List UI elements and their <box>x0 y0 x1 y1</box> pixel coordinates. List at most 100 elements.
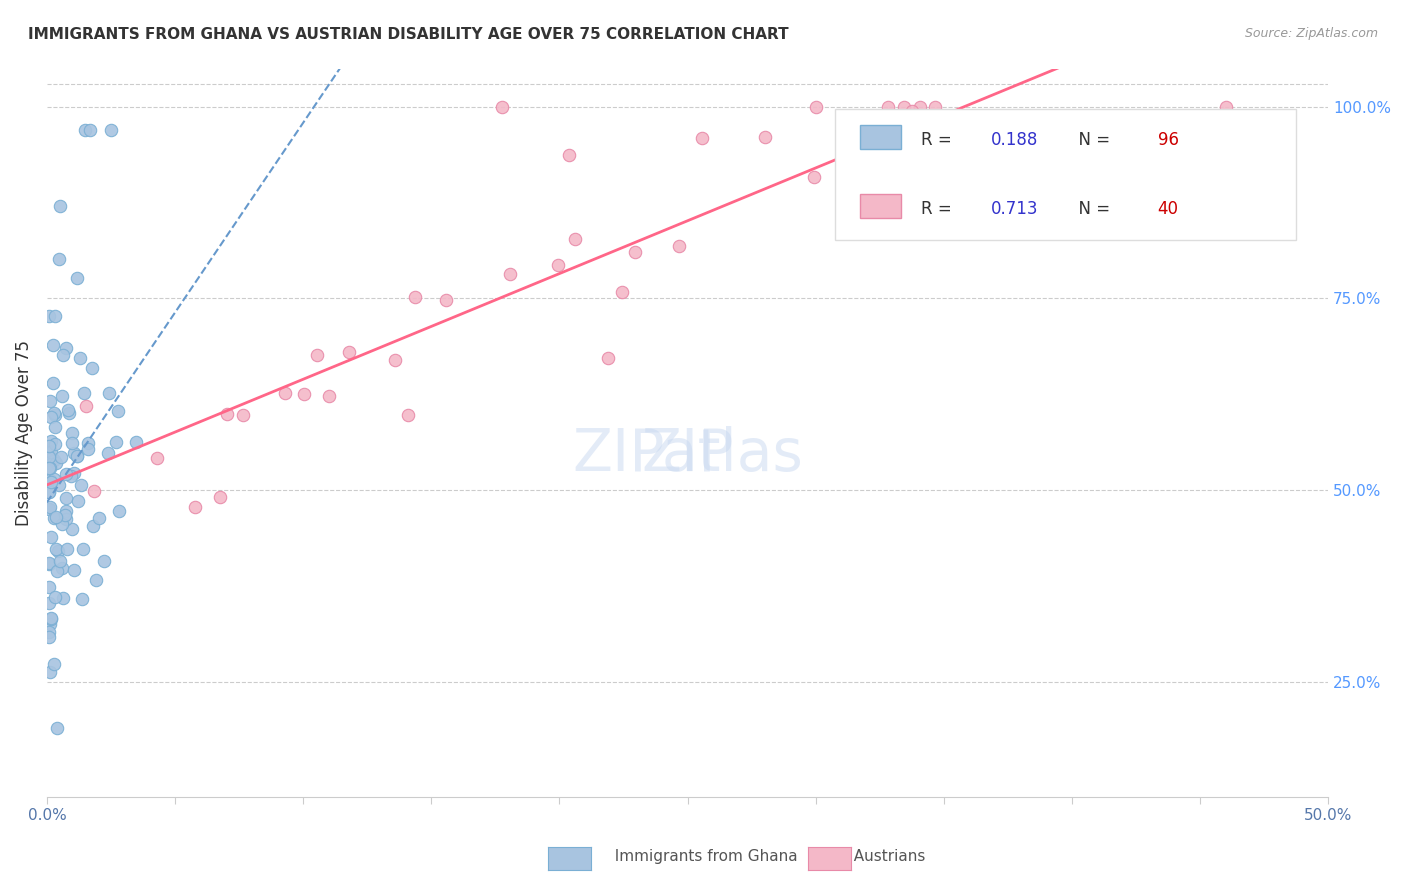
Point <box>49 554 72 568</box>
Text: Immigrants from Ghana: Immigrants from Ghana <box>605 849 797 863</box>
Point <box>624 244 647 259</box>
Point <box>77 435 100 450</box>
Point <box>44 657 66 671</box>
Point <box>62 563 84 577</box>
Point <box>41 451 63 466</box>
Point <box>39 616 62 631</box>
Bar <box>860 125 901 149</box>
Point <box>307 348 329 362</box>
Point <box>893 100 915 114</box>
Point <box>858 128 880 142</box>
Point <box>39 474 62 488</box>
Point <box>45 721 67 735</box>
Point <box>404 290 426 304</box>
Point <box>838 186 860 200</box>
Point <box>56 541 79 556</box>
Point <box>42 406 65 420</box>
Point <box>1215 100 1237 114</box>
Point <box>48 478 70 492</box>
Point <box>44 590 66 604</box>
Point <box>55 504 77 518</box>
Point <box>55 467 77 482</box>
Point <box>63 466 86 480</box>
Point <box>82 519 104 533</box>
Text: 0.188: 0.188 <box>991 131 1039 149</box>
Point <box>38 450 60 465</box>
Point <box>690 130 713 145</box>
Text: ZIP: ZIP <box>641 426 734 483</box>
Point <box>215 407 238 421</box>
Point <box>60 426 83 441</box>
Point <box>42 453 65 467</box>
Point <box>41 612 63 626</box>
Point <box>45 456 67 470</box>
Point <box>910 100 932 114</box>
Point <box>39 665 62 679</box>
Point <box>38 439 60 453</box>
Point <box>66 271 89 285</box>
Point <box>44 436 66 450</box>
Point <box>804 100 827 114</box>
Point <box>53 508 76 523</box>
Point <box>38 500 60 514</box>
Point <box>51 516 73 531</box>
Point <box>46 564 69 578</box>
Point <box>58 406 80 420</box>
Point <box>38 596 60 610</box>
Point <box>38 484 60 499</box>
Point <box>48 199 70 213</box>
Point <box>80 360 103 375</box>
Point <box>100 123 122 137</box>
Point <box>880 131 903 145</box>
Point <box>44 408 66 422</box>
Text: 0.713: 0.713 <box>991 200 1039 218</box>
Point <box>41 475 63 490</box>
Point <box>39 530 62 544</box>
Point <box>42 338 65 352</box>
Point <box>870 195 893 210</box>
Point <box>79 123 101 137</box>
Point <box>38 624 60 639</box>
Text: 96: 96 <box>1157 131 1178 149</box>
Point <box>48 252 70 267</box>
Point <box>38 580 60 594</box>
Point <box>924 100 946 114</box>
Point <box>62 436 84 450</box>
Point <box>75 123 97 137</box>
Point <box>434 293 457 307</box>
Point <box>754 130 776 145</box>
Point <box>55 512 77 526</box>
Bar <box>860 194 901 218</box>
Point <box>668 239 690 253</box>
Point <box>51 561 73 575</box>
Text: N =: N = <box>1069 200 1115 218</box>
Point <box>59 469 82 483</box>
Text: 40: 40 <box>1157 200 1178 218</box>
Point <box>318 389 340 403</box>
Point <box>70 592 93 607</box>
Point <box>38 309 60 323</box>
Text: R =: R = <box>921 131 956 149</box>
Point <box>38 393 60 408</box>
Point <box>76 442 98 456</box>
Point <box>107 504 129 518</box>
Point <box>38 557 60 571</box>
Point <box>547 258 569 272</box>
Point <box>67 493 90 508</box>
Point <box>62 446 84 460</box>
Point <box>66 449 89 463</box>
Point <box>83 484 105 499</box>
Point <box>39 461 62 475</box>
Point <box>52 591 75 605</box>
Point <box>209 490 232 504</box>
Text: IMMIGRANTS FROM GHANA VS AUSTRIAN DISABILITY AGE OVER 75 CORRELATION CHART: IMMIGRANTS FROM GHANA VS AUSTRIAN DISABI… <box>28 27 789 42</box>
Point <box>89 511 111 525</box>
Point <box>55 491 77 505</box>
Point <box>72 542 94 557</box>
Point <box>41 409 63 424</box>
Text: N =: N = <box>1069 131 1115 149</box>
Point <box>598 351 620 365</box>
Point <box>84 574 107 588</box>
Point <box>38 502 60 516</box>
Point <box>93 554 115 568</box>
